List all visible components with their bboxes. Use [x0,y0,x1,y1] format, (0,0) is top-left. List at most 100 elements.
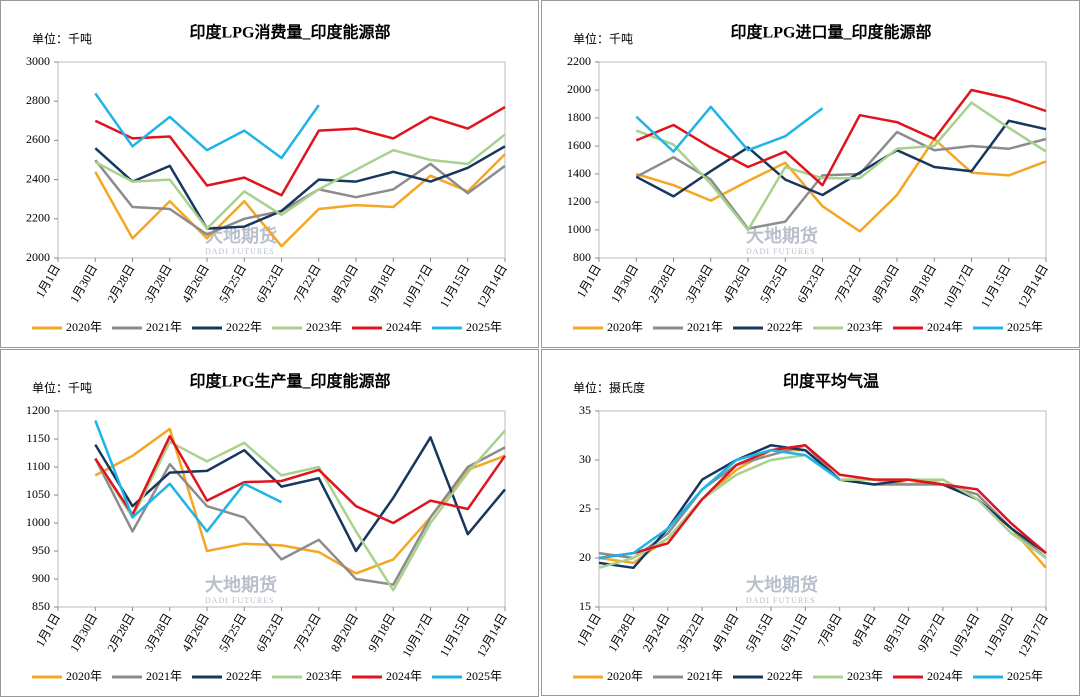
x-tick-label: 9月18日 [906,262,939,305]
series-line [94,434,507,525]
legend-label: 2021年 [146,320,182,334]
legend-label: 2021年 [687,669,723,683]
panel-border [0,0,539,348]
x-tick-label: 8月20日 [328,262,361,305]
series-line [635,105,824,153]
x-tick-label: 5月25日 [216,262,249,305]
series-line [94,133,506,230]
y-tick-label: 30 [579,452,591,466]
x-tick-label: 1月30日 [67,262,100,305]
y-tick-label: 35 [579,403,591,417]
x-tick-label: 4月26日 [720,262,753,305]
series-line [598,444,1047,560]
x-tick-label: 4月26日 [179,262,212,305]
legend-label: 2021年 [146,669,182,683]
x-tick-label: 6月23日 [253,611,286,654]
y-tick-label: 1800 [567,110,591,124]
watermark: DADI FUTURES [746,247,816,256]
legend-label: 2024年 [927,320,963,334]
watermark: 大地期货 [746,225,818,246]
x-tick-label: 2月24日 [640,611,673,654]
legend-label: 2025年 [1007,669,1043,683]
unit-label: 单位：摄氏度 [573,380,645,395]
legend-label: 2023年 [847,669,883,683]
x-tick-label: 7月22日 [291,262,324,305]
legend-label: 2020年 [66,320,102,334]
chart-title: 印度LPG生产量_印度能源部 [190,372,391,391]
x-tick-label: 9月27日 [915,611,948,654]
x-tick-label: 6月23日 [253,262,286,305]
x-tick-label: 6月23日 [794,262,827,305]
series-line [635,88,1047,187]
watermark: 大地期货 [205,574,277,595]
legend-label: 2020年 [607,669,643,683]
y-tick-label: 2800 [26,93,50,107]
series-line [94,92,320,160]
series-line [94,145,506,230]
y-tick-label: 1000 [26,515,50,529]
legend-label: 2020年 [66,669,102,683]
legend-label: 2025年 [466,320,502,334]
x-tick-label: 1月30日 [67,611,100,654]
x-tick-label: 5月25日 [216,611,249,654]
y-tick-label: 3000 [26,54,50,68]
x-tick-label: 2月28日 [104,611,137,654]
legend-label: 2020年 [607,320,643,334]
x-tick-label: 1月1日 [574,262,604,300]
legend-label: 2023年 [306,669,342,683]
series-line [598,444,1047,560]
y-tick-label: 800 [573,250,591,264]
y-tick-label: 20 [579,550,591,564]
x-tick-label: 2月28日 [104,262,137,305]
y-tick-label: 950 [32,543,50,557]
x-tick-label: 11月20日 [981,611,1017,659]
unit-label: 单位：千吨 [32,31,92,46]
x-tick-label: 8月20日 [328,611,361,654]
series-line [598,448,841,560]
watermark: DADI FUTURES [205,596,275,605]
legend-label: 2023年 [306,320,342,334]
series-line [598,444,1047,570]
x-tick-label: 12月14日 [474,262,510,311]
legend-label: 2022年 [226,669,262,683]
series-line [598,453,1047,570]
y-tick-label: 15 [579,599,591,613]
series-line [94,436,506,553]
series-line [635,137,1047,233]
unit-label: 单位：千吨 [573,31,633,46]
watermark: 大地期货 [746,574,818,595]
y-tick-label: 1050 [26,487,50,501]
x-tick-label: 11月15日 [437,262,473,310]
x-tick-label: 6月11日 [777,611,810,654]
watermark: DADI FUTURES [205,247,275,256]
y-tick-label: 2200 [26,211,50,225]
x-tick-label: 3月28日 [683,262,716,305]
legend-label: 2025年 [1007,320,1043,334]
y-tick-label: 1600 [567,138,591,152]
x-tick-label: 3月22日 [674,611,707,654]
legend-label: 2022年 [767,669,803,683]
x-tick-label: 1月1日 [33,262,63,300]
y-tick-label: 850 [32,599,50,613]
y-tick-label: 2000 [567,82,591,96]
x-tick-label: 8月31日 [880,611,913,654]
x-tick-label: 10月24日 [946,611,982,660]
x-tick-label: 7月22日 [291,611,324,654]
y-tick-label: 2600 [26,132,50,146]
series-line [94,446,506,586]
x-tick-label: 1月1日 [33,611,63,649]
legend-label: 2022年 [226,320,262,334]
legend-label: 2024年 [927,669,963,683]
unit-label: 单位：千吨 [32,380,92,395]
chart-title: 印度LPG消费量_印度能源部 [190,23,391,42]
watermark: 大地期货 [205,225,277,246]
y-tick-label: 1000 [567,222,591,236]
chart-title: 印度平均气温 [783,372,879,391]
x-tick-label: 12月14日 [474,611,510,660]
x-tick-label: 12月17日 [1015,611,1051,660]
legend-label: 2024年 [386,669,422,683]
x-tick-label: 9月18日 [365,262,398,305]
